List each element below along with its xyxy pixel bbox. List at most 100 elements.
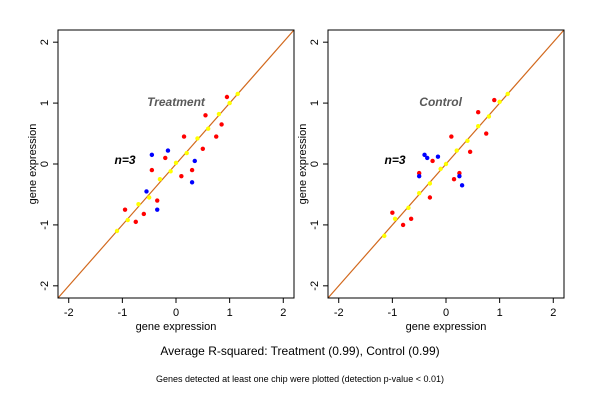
data-point bbox=[382, 233, 387, 239]
data-point bbox=[465, 138, 470, 144]
data-point bbox=[457, 170, 462, 176]
x-tick-label: 2 bbox=[550, 307, 556, 319]
data-point bbox=[457, 173, 462, 179]
panel-title: Treatment bbox=[147, 95, 206, 109]
data-point bbox=[125, 217, 130, 223]
data-point bbox=[189, 180, 195, 185]
data-point bbox=[425, 155, 430, 161]
y-tick-label: 2 bbox=[309, 39, 321, 45]
series-2 bbox=[144, 148, 197, 212]
detection-note: Genes detected at least one chip were pl… bbox=[156, 374, 444, 384]
data-point bbox=[200, 146, 206, 151]
x-tick-label: 1 bbox=[497, 307, 503, 319]
data-point bbox=[416, 173, 422, 179]
plot-area bbox=[328, 30, 564, 298]
sample-count-label: n=3 bbox=[385, 153, 406, 167]
x-tick-label: 2 bbox=[280, 307, 286, 319]
data-point bbox=[427, 195, 433, 200]
treatment-panel: -2 -1 0 1 2 -2 -1 0 1 2 gene expression gene expres… bbox=[27, 29, 295, 333]
y-axis-title: gene expression bbox=[27, 124, 39, 205]
data-point bbox=[168, 169, 173, 174]
data-point bbox=[155, 207, 160, 212]
data-point bbox=[492, 97, 497, 103]
data-point bbox=[165, 148, 171, 153]
data-point bbox=[114, 228, 120, 234]
y-tick-label: -1 bbox=[309, 220, 321, 230]
data-point bbox=[497, 99, 502, 105]
data-point bbox=[475, 110, 481, 115]
data-point bbox=[400, 222, 406, 228]
panel-title: Control bbox=[419, 95, 462, 109]
data-point bbox=[144, 189, 149, 194]
data-point bbox=[454, 148, 459, 153]
y-tick-label: 1 bbox=[39, 100, 51, 106]
x-tick-label: 0 bbox=[443, 307, 449, 319]
data-point bbox=[443, 161, 449, 167]
data-point bbox=[422, 152, 427, 158]
data-point bbox=[235, 91, 240, 97]
data-point bbox=[406, 205, 411, 211]
data-point bbox=[149, 152, 155, 158]
y-tick-label: -2 bbox=[39, 281, 51, 291]
x-axis-title: gene expression bbox=[136, 321, 217, 333]
x-tick-label: -2 bbox=[334, 307, 344, 319]
data-point bbox=[205, 126, 211, 131]
data-point bbox=[149, 167, 155, 173]
data-point bbox=[467, 149, 473, 155]
plot-area bbox=[58, 30, 294, 298]
data-point bbox=[435, 154, 441, 159]
data-point bbox=[475, 124, 481, 129]
data-point bbox=[122, 207, 128, 212]
y-tick-label: -2 bbox=[309, 281, 321, 291]
y-tick-label: 0 bbox=[309, 161, 321, 167]
data-point bbox=[416, 170, 422, 176]
data-point bbox=[227, 100, 232, 106]
data-point bbox=[136, 202, 141, 207]
y-tick-label: 1 bbox=[309, 100, 321, 106]
data-point bbox=[163, 155, 168, 161]
control-panel: -2 -1 0 1 2 -2 -1 0 1 2 gene expression gene expres… bbox=[297, 29, 565, 333]
data-point bbox=[224, 94, 230, 100]
y-axis-title: gene expression bbox=[297, 124, 309, 205]
x-tick-label: -1 bbox=[387, 307, 397, 319]
data-point bbox=[459, 183, 465, 188]
x-tick-label: 0 bbox=[173, 307, 179, 319]
series-1 bbox=[390, 97, 497, 228]
x-axis-title: gene expression bbox=[406, 321, 487, 333]
data-point bbox=[486, 114, 492, 119]
data-point bbox=[484, 131, 489, 136]
series-1 bbox=[122, 94, 230, 225]
data-point bbox=[392, 216, 398, 222]
data-point bbox=[192, 158, 197, 164]
sample-count-label: n=3 bbox=[115, 153, 136, 167]
x-tick-label: 1 bbox=[227, 307, 233, 319]
data-point bbox=[216, 111, 222, 117]
series-0 bbox=[114, 91, 240, 234]
data-point bbox=[203, 113, 208, 118]
data-point bbox=[155, 198, 160, 203]
data-point bbox=[184, 150, 189, 156]
x-tick-label: -2 bbox=[64, 307, 74, 319]
data-point bbox=[449, 134, 454, 139]
data-point bbox=[179, 173, 184, 179]
r-squared-caption: Average R-squared: Treatment (0.99), Con… bbox=[160, 344, 440, 358]
data-point bbox=[427, 181, 433, 186]
y-tick-label: -1 bbox=[39, 220, 51, 230]
data-point bbox=[133, 219, 138, 225]
series-0 bbox=[382, 91, 510, 239]
data-point bbox=[416, 191, 422, 196]
data-point bbox=[505, 91, 510, 97]
data-point bbox=[195, 136, 200, 141]
data-point bbox=[390, 210, 395, 215]
data-point bbox=[146, 195, 152, 200]
data-point bbox=[173, 160, 179, 165]
data-point bbox=[181, 134, 187, 139]
y-tick-label: 0 bbox=[39, 161, 51, 167]
y-tick-label: 2 bbox=[39, 39, 51, 45]
data-point bbox=[408, 216, 414, 222]
data-point bbox=[451, 177, 457, 182]
data-point bbox=[214, 134, 219, 139]
series-2 bbox=[416, 152, 465, 188]
data-point bbox=[219, 122, 224, 127]
